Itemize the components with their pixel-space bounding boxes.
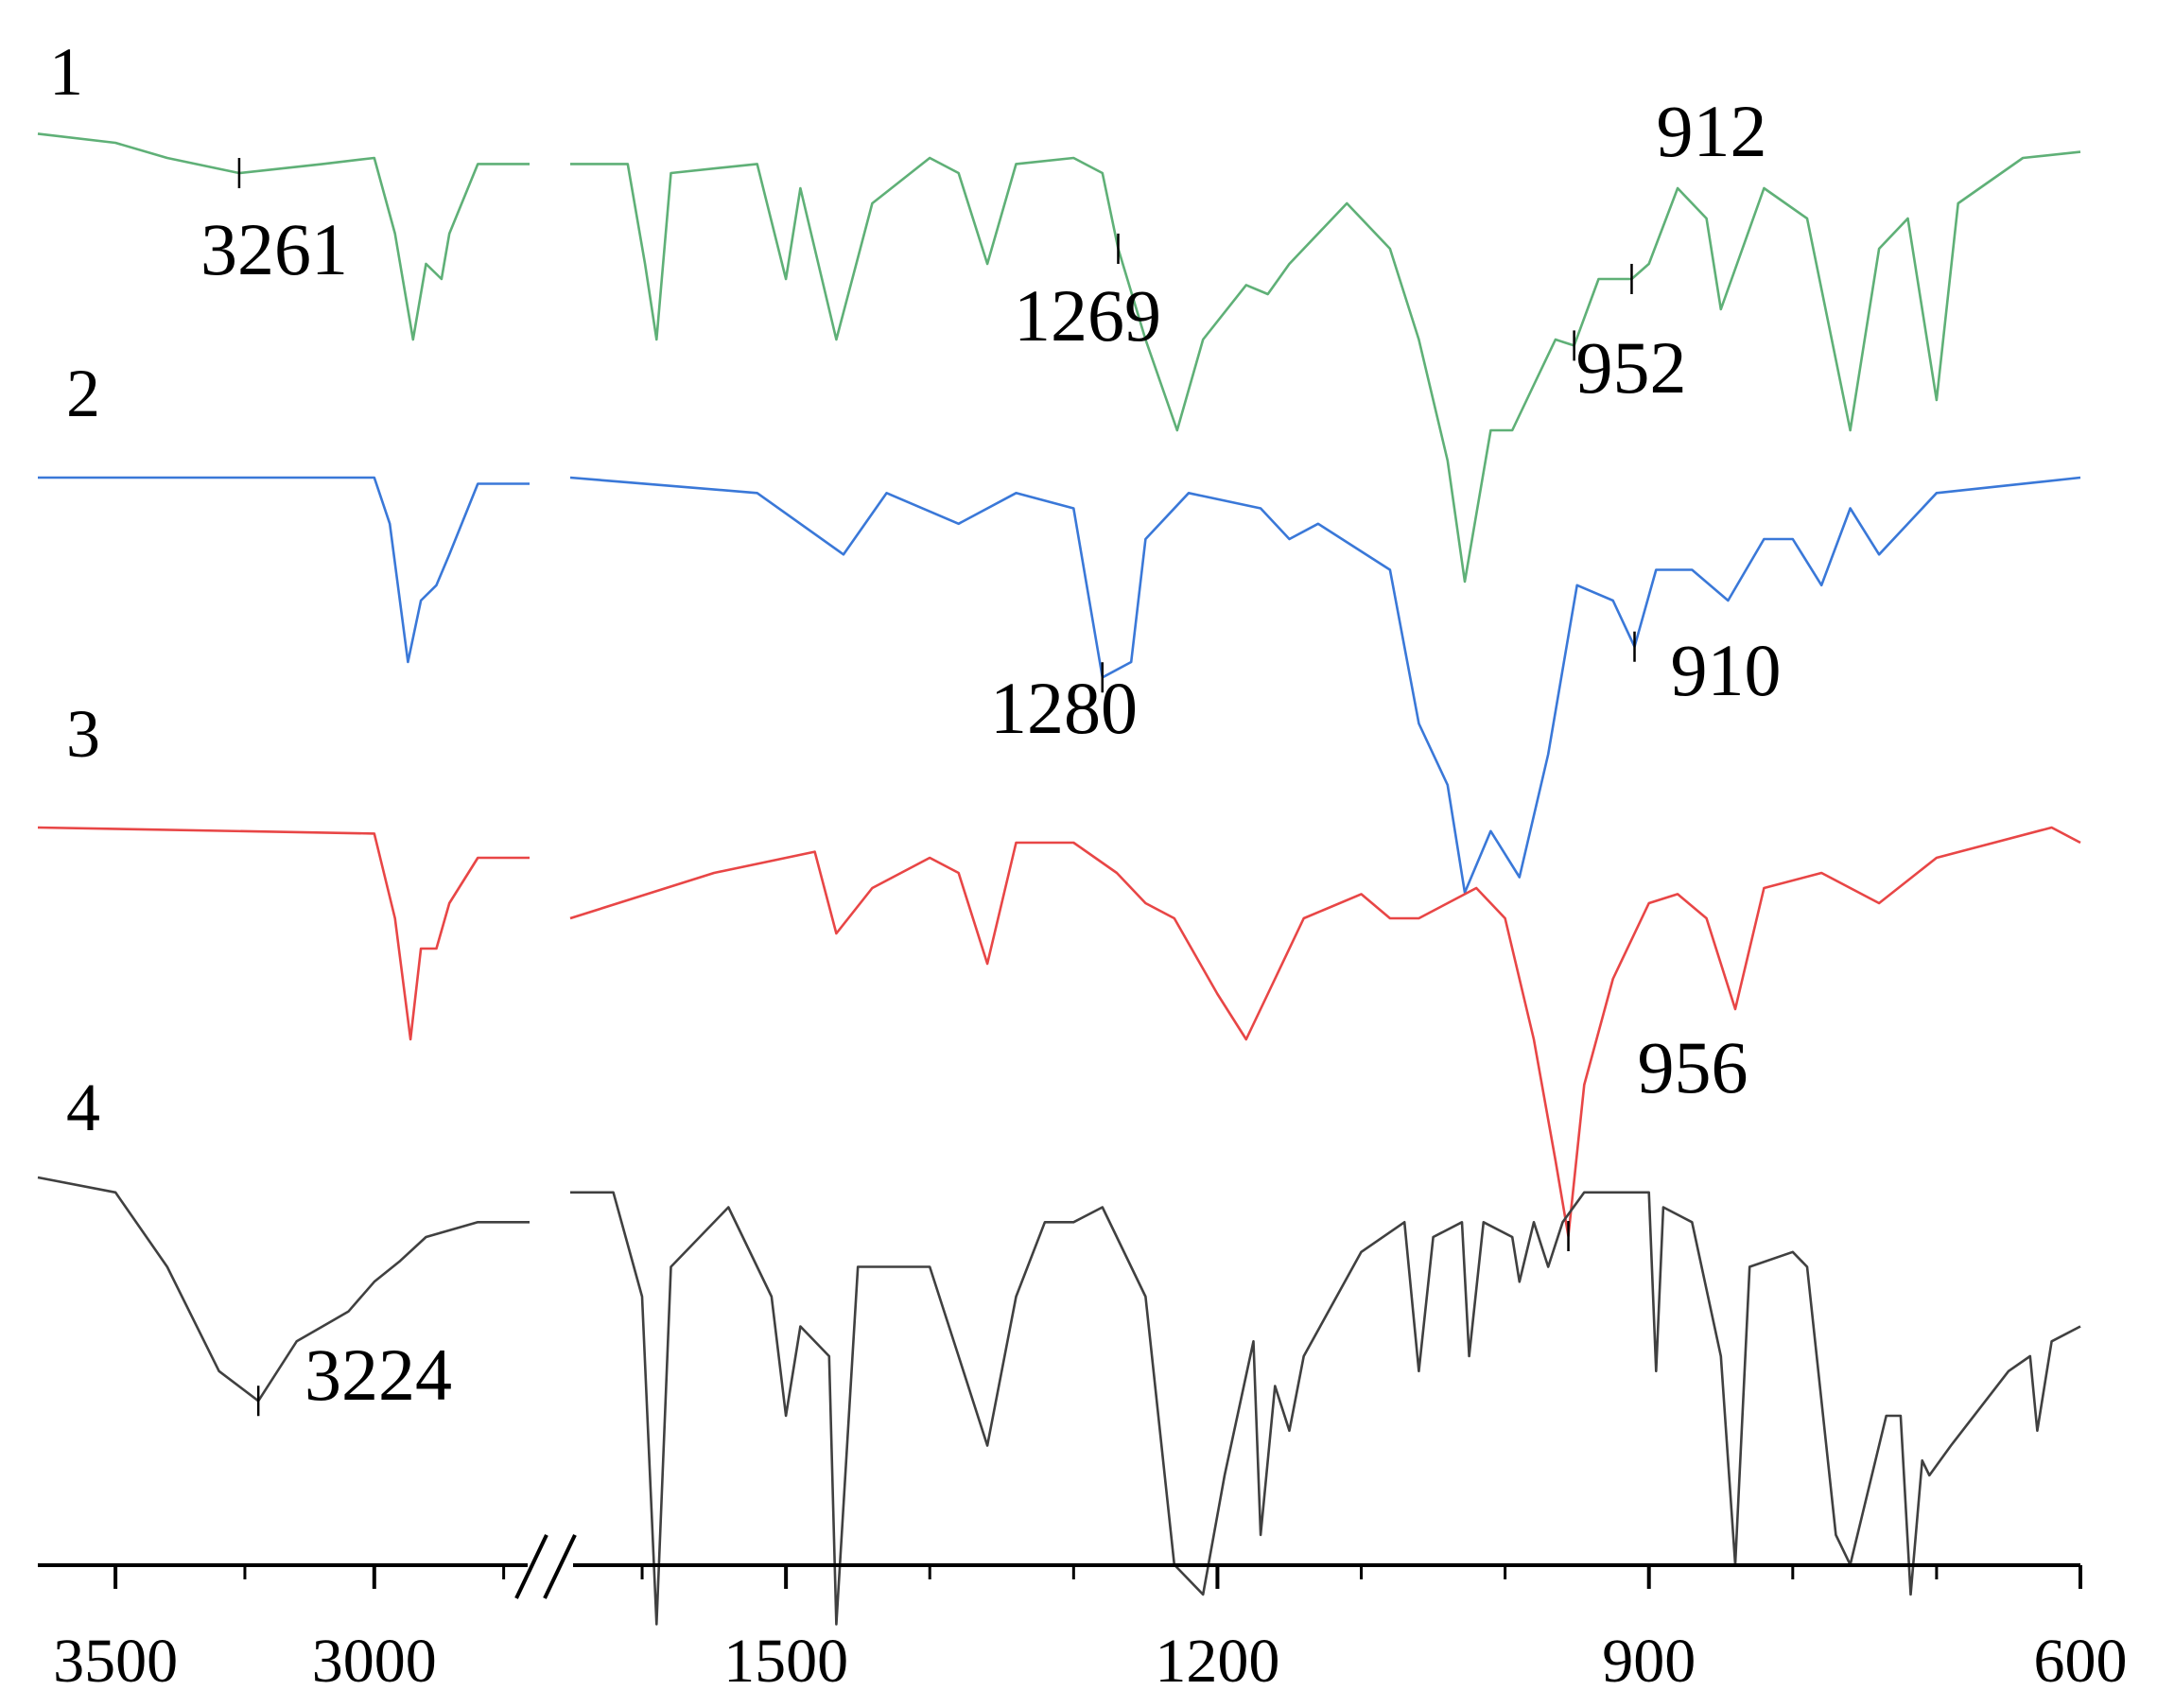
peak-label-910: 910 [1671,629,1782,711]
peak-label-3261: 3261 [200,208,348,290]
peak-label-956: 956 [1638,1026,1748,1108]
spectrum-line-1-high [37,132,530,341]
axis-break-slash-1 [514,1534,548,1599]
axis-break-slash-2 [543,1534,577,1599]
x-axis: 3500 3000 1500 1200 900 600 [38,1534,2128,1696]
peak-label-1280: 1280 [990,667,1138,749]
spectrum-line-2-fingerprint [569,476,2081,895]
peak-label-952: 952 [1576,326,1687,409]
spectrum-label-2: 2 [66,356,100,431]
spectrum-label-4: 4 [66,1070,100,1145]
spectrum-line-4-high [37,1176,530,1403]
x-tick-label-1500: 1500 [723,1627,848,1696]
spectrum-labels: 1 2 3 4 [49,34,100,1145]
spectrum-line-3-fingerprint [569,826,2081,1238]
peak-annotations: 3261 1269 952 912 1280 910 956 3224 [200,90,1782,1416]
peak-label-912: 912 [1657,90,1767,172]
spectrum-line-3-high [37,826,530,1041]
x-tick-label-3500: 3500 [53,1627,178,1696]
x-tick-label-3000: 3000 [312,1627,437,1696]
peak-label-3224: 3224 [304,1333,452,1416]
spectrum-line-2-high [38,476,530,664]
spectrum-label-3: 3 [66,696,100,772]
peak-label-1269: 1269 [1014,274,1161,357]
spectrum-line-4-fingerprint [570,1191,2081,1626]
spectrum-line-1-fingerprint [570,150,2081,584]
x-tick-label-900: 900 [1602,1627,1696,1696]
spectrum-label-1: 1 [49,34,83,110]
series-layer [37,132,2081,1626]
x-tick-label-600: 600 [2034,1627,2128,1696]
x-tick-label-1200: 1200 [1155,1627,1279,1696]
